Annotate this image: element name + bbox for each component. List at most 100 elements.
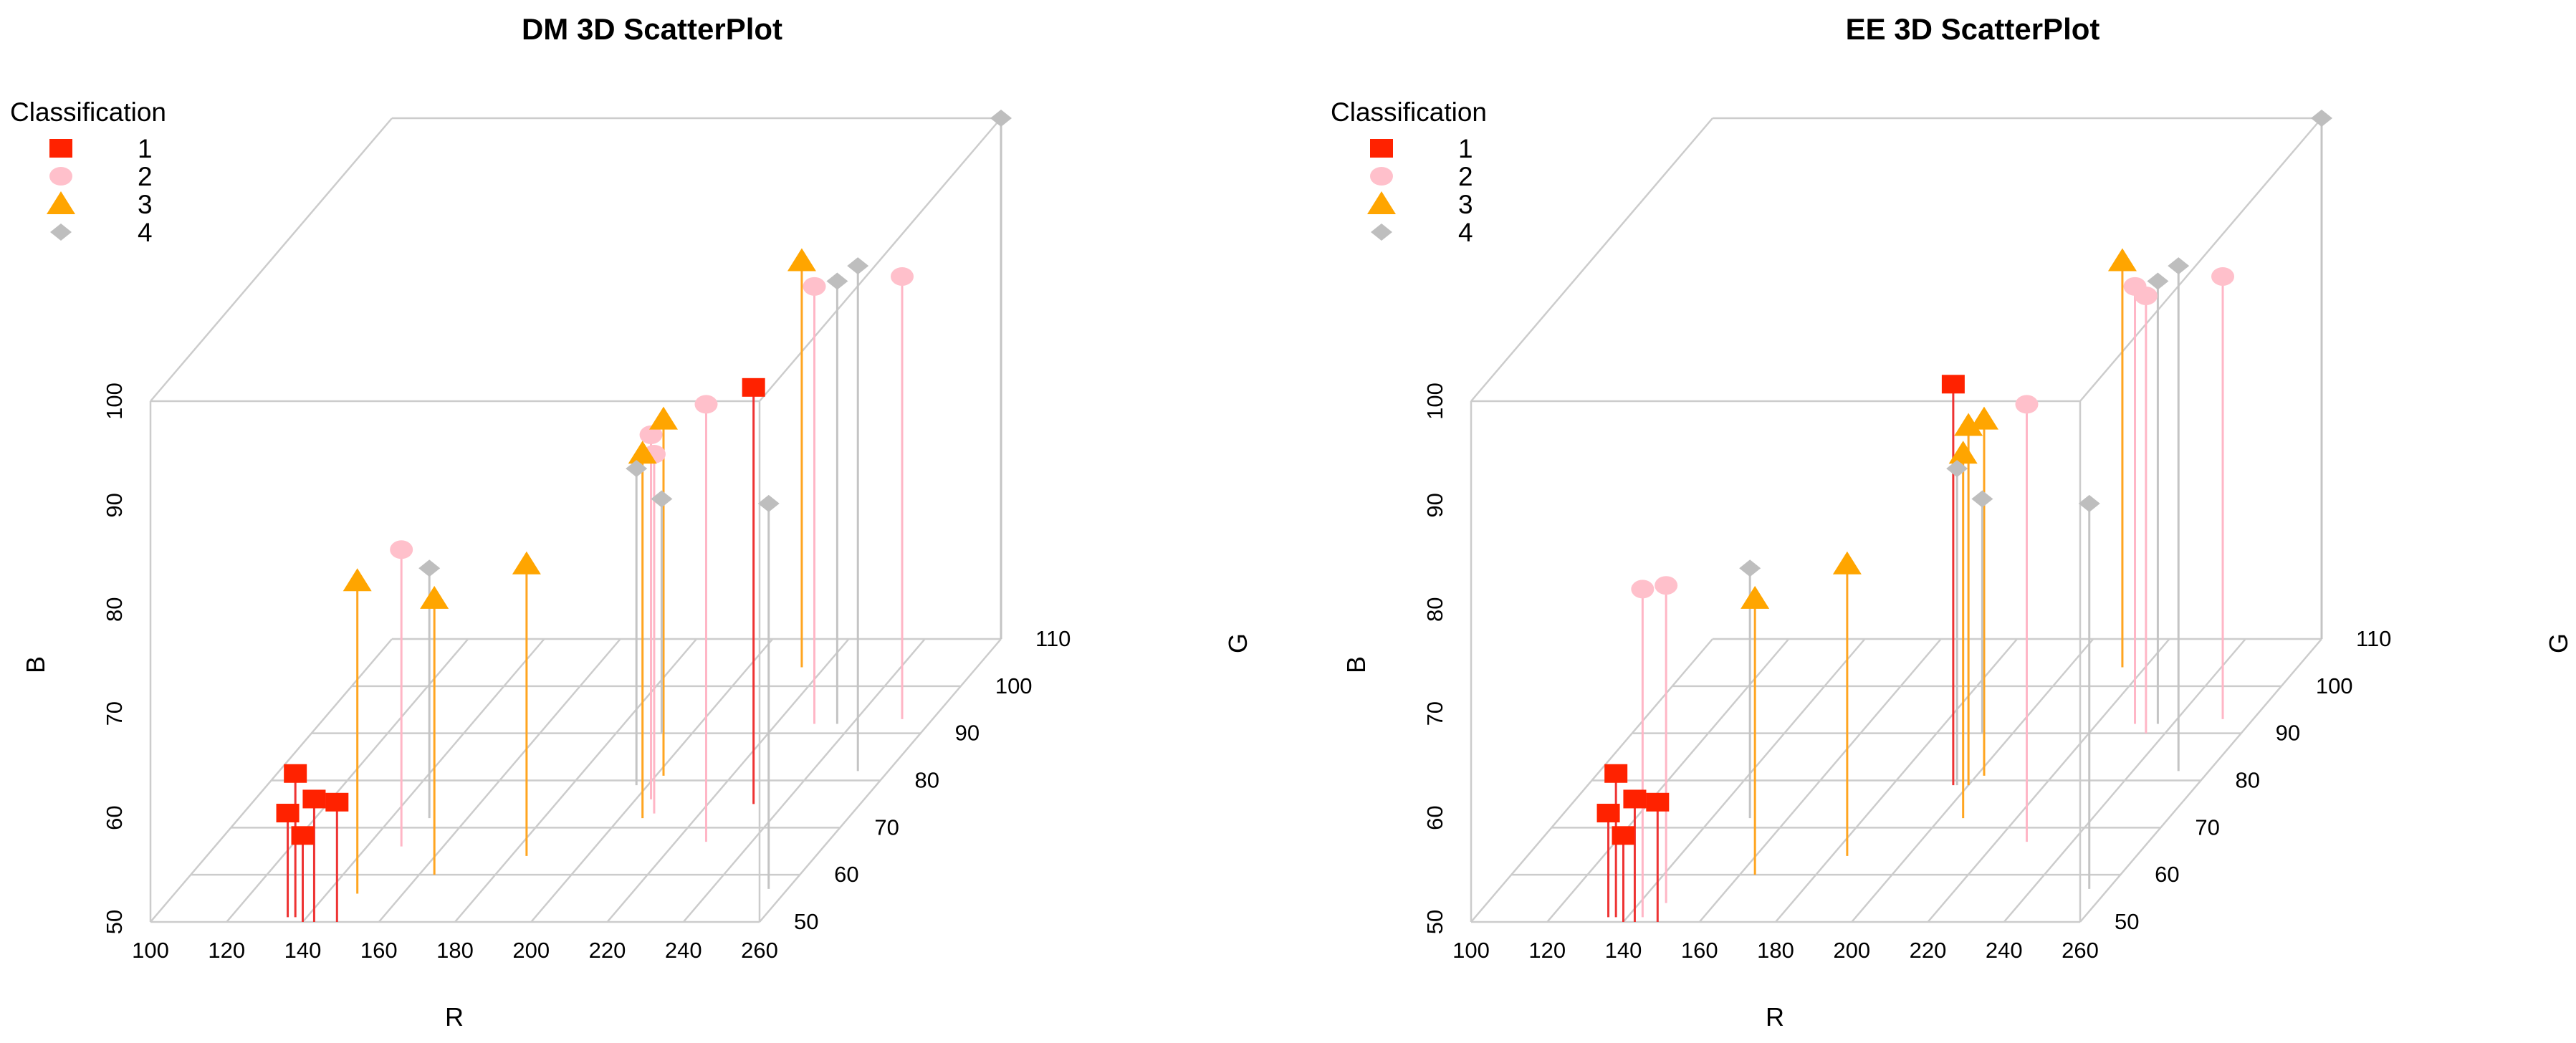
z-tick-label: 80 bbox=[102, 597, 127, 622]
data-point-class-3 bbox=[1948, 441, 1978, 464]
data-point-class-4 bbox=[2168, 257, 2190, 275]
y-tick-label: 70 bbox=[874, 814, 899, 840]
box-edge bbox=[1470, 117, 1713, 402]
legend-label: 4 bbox=[138, 218, 153, 247]
data-point-class-3 bbox=[1741, 585, 1770, 609]
y-tick-label: 60 bbox=[834, 862, 858, 887]
data-points bbox=[1596, 110, 2332, 922]
data-point-class-1 bbox=[1646, 792, 1670, 812]
y-tick-label: 90 bbox=[955, 721, 980, 746]
y-tick-label: 70 bbox=[2195, 814, 2219, 840]
data-point-class-3 bbox=[420, 585, 449, 609]
x-tick-label: 240 bbox=[665, 938, 702, 963]
plot-frame bbox=[149, 117, 1002, 923]
legend-square-marker bbox=[49, 139, 72, 158]
data-point-class-4 bbox=[1971, 490, 1993, 508]
axis-ticks: 100 120 140 160 180 200 220 240 260 50 60 70 80 90 100… bbox=[1422, 383, 2391, 963]
data-points bbox=[276, 110, 1012, 922]
data-point-class-1 bbox=[276, 804, 300, 823]
x-tick-label: 260 bbox=[741, 938, 778, 963]
z-tick-label: 60 bbox=[102, 805, 127, 830]
data-point-class-3 bbox=[2107, 248, 2137, 271]
plot-frame bbox=[1470, 117, 2323, 923]
data-point-class-4 bbox=[626, 460, 648, 478]
legend-triangle-marker bbox=[47, 191, 75, 214]
legend-label: 3 bbox=[1458, 190, 1473, 219]
y-tick-label: 80 bbox=[2236, 768, 2260, 793]
data-point-class-4 bbox=[847, 257, 869, 275]
x-tick-label: 220 bbox=[1910, 938, 1947, 963]
y-tick-label: 90 bbox=[2276, 721, 2300, 746]
data-point-class-4 bbox=[418, 559, 441, 577]
legend-label: 2 bbox=[138, 162, 153, 191]
y-tick-label: 50 bbox=[794, 909, 818, 934]
data-point-class-4 bbox=[2311, 110, 2332, 127]
z-axis-label: B bbox=[1341, 656, 1371, 673]
legend-diamond-marker bbox=[50, 224, 72, 241]
data-point-class-3 bbox=[648, 406, 678, 430]
data-point-class-3 bbox=[787, 248, 816, 271]
data-point-class-4 bbox=[757, 494, 780, 512]
data-point-class-3 bbox=[512, 551, 541, 575]
legend-title: Classification bbox=[1331, 97, 1487, 127]
y-tick-label: 60 bbox=[2155, 862, 2179, 887]
data-point-class-2 bbox=[2015, 395, 2039, 414]
x-tick-label: 180 bbox=[1757, 938, 1794, 963]
x-tick-label: 240 bbox=[1986, 938, 2023, 963]
z-axis-label: B bbox=[21, 656, 50, 673]
z-tick-label: 50 bbox=[1422, 910, 1447, 934]
legend-label: 1 bbox=[138, 134, 153, 163]
data-point-class-2 bbox=[1631, 580, 1655, 599]
data-point-class-1 bbox=[1623, 789, 1647, 809]
data-point-class-2 bbox=[694, 395, 718, 414]
y-tick-label: 80 bbox=[915, 768, 939, 793]
z-tick-label: 90 bbox=[102, 493, 127, 517]
data-point-class-3 bbox=[1954, 413, 1983, 436]
x-tick-label: 200 bbox=[512, 938, 550, 963]
x-axis-label: R bbox=[1766, 1002, 1784, 1032]
box-edge bbox=[150, 117, 393, 402]
x-tick-label: 200 bbox=[1833, 938, 1870, 963]
data-point-class-4 bbox=[990, 110, 1012, 127]
data-point-class-1 bbox=[325, 792, 349, 812]
data-point-class-1 bbox=[284, 764, 307, 783]
y-tick-label: 100 bbox=[2316, 673, 2353, 698]
legend-triangle-marker bbox=[1367, 191, 1396, 214]
data-point-class-2 bbox=[2211, 266, 2235, 286]
data-point-class-1 bbox=[1596, 804, 1620, 823]
data-point-class-2 bbox=[2134, 286, 2158, 305]
data-point-class-1 bbox=[302, 789, 326, 809]
data-point-class-4 bbox=[651, 490, 673, 508]
data-point-class-3 bbox=[343, 568, 372, 592]
data-point-class-1 bbox=[742, 378, 765, 397]
x-tick-label: 120 bbox=[1528, 938, 1566, 963]
x-tick-label: 120 bbox=[208, 938, 245, 963]
data-point-class-3 bbox=[1969, 406, 1998, 430]
z-tick-label: 70 bbox=[102, 701, 127, 726]
legend-label: 2 bbox=[1458, 162, 1473, 191]
z-tick-label: 100 bbox=[1422, 383, 1447, 420]
legend-square-marker bbox=[1370, 139, 1393, 158]
y-axis-label: G bbox=[1223, 633, 1253, 653]
z-tick-label: 50 bbox=[102, 910, 127, 934]
x-tick-label: 180 bbox=[436, 938, 474, 963]
data-point-class-3 bbox=[628, 441, 657, 464]
legend-label: 4 bbox=[1458, 218, 1473, 247]
box-edge bbox=[759, 117, 1002, 402]
x-tick-label: 140 bbox=[284, 938, 322, 963]
data-point-class-2 bbox=[390, 540, 413, 559]
z-tick-label: 80 bbox=[1422, 597, 1447, 622]
data-point-class-2 bbox=[803, 277, 826, 296]
legend-circle-marker bbox=[1370, 167, 1393, 186]
legend-label: 1 bbox=[1458, 134, 1473, 163]
data-point-class-1 bbox=[1612, 826, 1635, 845]
x-tick-label: 160 bbox=[360, 938, 398, 963]
data-point-class-1 bbox=[291, 826, 315, 845]
x-axis-label: R bbox=[445, 1002, 464, 1032]
data-point-class-4 bbox=[826, 272, 848, 290]
x-tick-label: 160 bbox=[1681, 938, 1718, 963]
data-point-class-3 bbox=[1832, 551, 1862, 575]
